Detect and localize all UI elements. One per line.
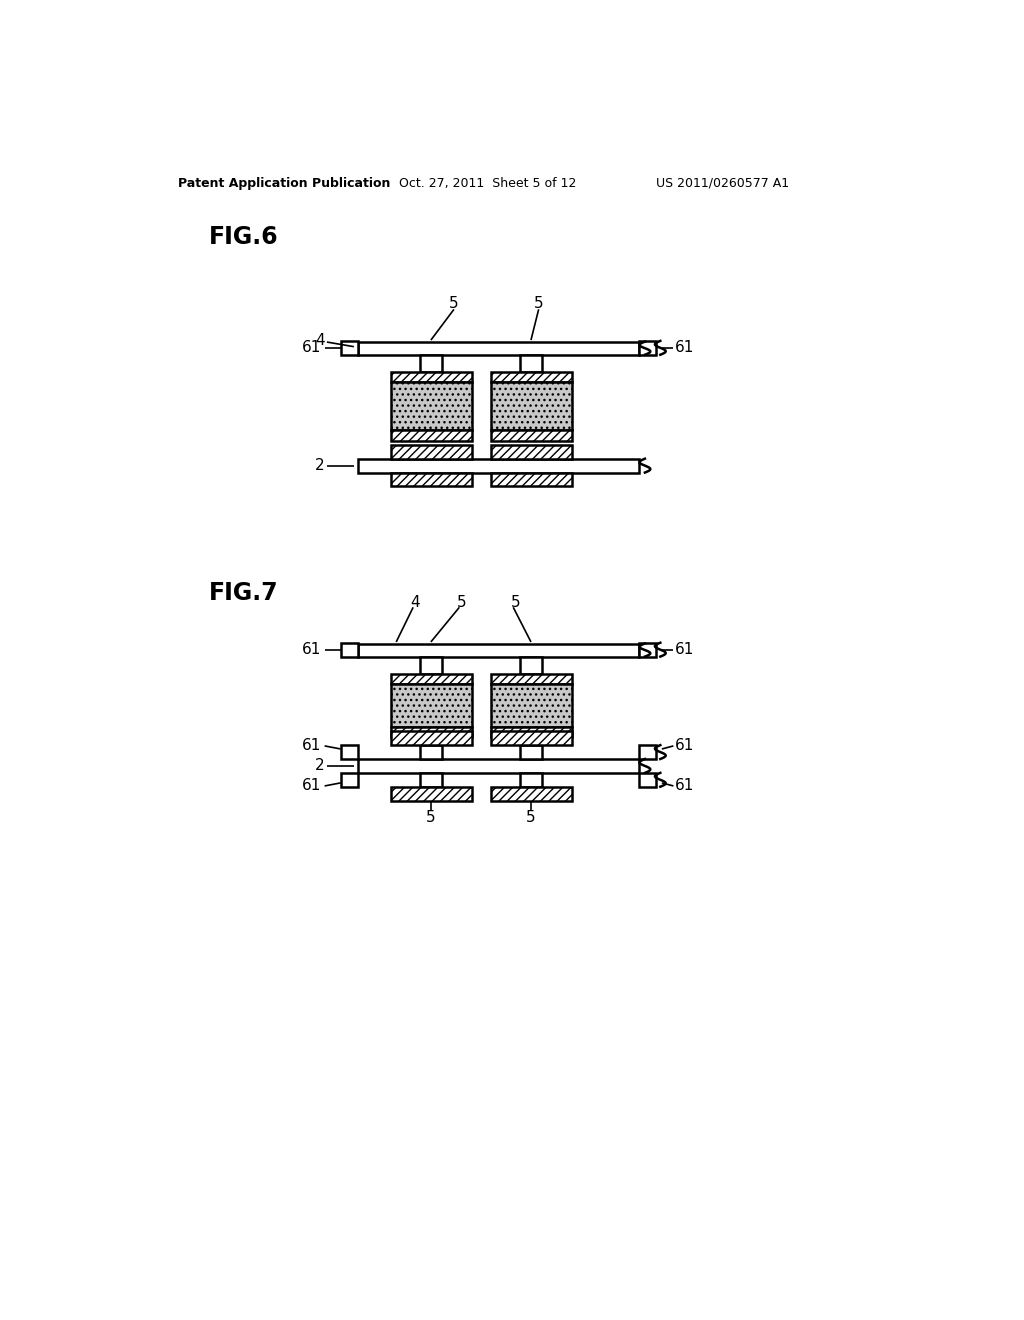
Bar bbox=[357, 644, 639, 656]
Bar bbox=[490, 372, 571, 383]
Bar bbox=[357, 342, 639, 355]
Bar bbox=[420, 774, 441, 787]
Text: 5: 5 bbox=[511, 595, 520, 610]
Text: 61: 61 bbox=[302, 341, 322, 355]
Bar bbox=[520, 656, 542, 673]
Bar bbox=[391, 383, 472, 430]
Text: 2: 2 bbox=[315, 458, 325, 473]
Text: 5: 5 bbox=[450, 296, 459, 310]
Text: 61: 61 bbox=[675, 779, 694, 793]
Text: 61: 61 bbox=[302, 642, 322, 657]
Text: Oct. 27, 2011  Sheet 5 of 12: Oct. 27, 2011 Sheet 5 of 12 bbox=[398, 177, 575, 190]
Text: 5: 5 bbox=[426, 810, 435, 825]
Text: 4: 4 bbox=[411, 595, 420, 610]
Bar bbox=[391, 673, 472, 684]
Text: 5: 5 bbox=[526, 810, 536, 825]
Bar bbox=[490, 430, 571, 441]
Bar bbox=[420, 656, 441, 673]
Bar bbox=[391, 473, 472, 487]
Bar bbox=[420, 744, 441, 759]
Bar bbox=[391, 445, 472, 459]
Bar bbox=[639, 744, 655, 759]
Bar bbox=[357, 759, 639, 774]
Text: 61: 61 bbox=[302, 779, 322, 793]
Bar bbox=[391, 787, 472, 800]
Bar bbox=[341, 341, 357, 355]
Text: 61: 61 bbox=[675, 341, 694, 355]
Bar bbox=[639, 341, 655, 355]
Bar bbox=[490, 726, 571, 738]
Bar bbox=[639, 643, 655, 656]
Text: 5: 5 bbox=[534, 296, 544, 310]
Bar bbox=[520, 774, 542, 787]
Bar bbox=[490, 445, 571, 459]
Text: 4: 4 bbox=[315, 333, 325, 348]
Text: US 2011/0260577 A1: US 2011/0260577 A1 bbox=[655, 177, 788, 190]
Text: 5: 5 bbox=[457, 595, 467, 610]
Bar bbox=[520, 744, 542, 759]
Bar bbox=[391, 684, 472, 726]
Bar bbox=[520, 355, 542, 372]
Bar bbox=[490, 684, 571, 726]
Bar bbox=[391, 731, 472, 744]
Bar bbox=[490, 473, 571, 487]
Bar bbox=[391, 726, 472, 738]
Bar bbox=[639, 774, 655, 787]
Bar bbox=[490, 787, 571, 800]
Bar bbox=[420, 355, 441, 372]
Text: Patent Application Publication: Patent Application Publication bbox=[178, 177, 391, 190]
Bar bbox=[490, 731, 571, 744]
Text: FIG.6: FIG.6 bbox=[209, 224, 279, 249]
Text: FIG.7: FIG.7 bbox=[209, 581, 279, 606]
Bar bbox=[357, 459, 639, 473]
Text: 61: 61 bbox=[675, 642, 694, 657]
Text: 2: 2 bbox=[315, 759, 325, 774]
Bar bbox=[391, 372, 472, 383]
Bar bbox=[341, 744, 357, 759]
Bar bbox=[391, 430, 472, 441]
Text: 61: 61 bbox=[302, 738, 322, 754]
Bar bbox=[341, 643, 357, 656]
Text: 61: 61 bbox=[675, 738, 694, 754]
Bar bbox=[490, 383, 571, 430]
Bar bbox=[490, 673, 571, 684]
Bar bbox=[341, 774, 357, 787]
